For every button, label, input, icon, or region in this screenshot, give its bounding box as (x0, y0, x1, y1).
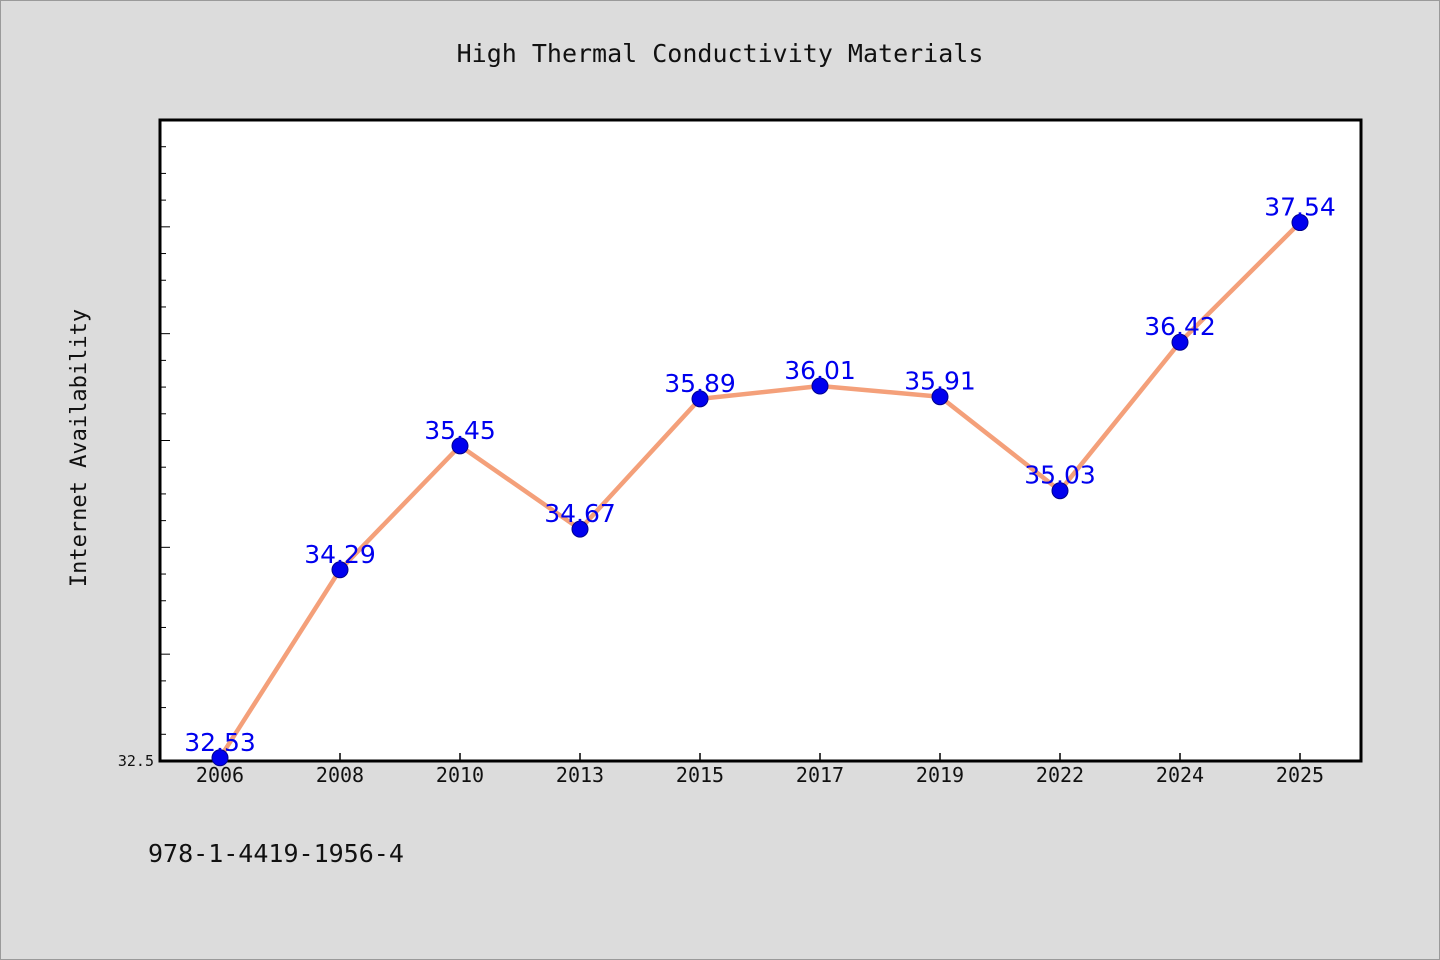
series-line (217, 220, 1303, 761)
x-tick-label: 2013 (556, 763, 604, 787)
chart-title: High Thermal Conductivity Materials (457, 39, 984, 68)
data-point (331, 561, 349, 579)
data-label: 35.89 (664, 369, 736, 398)
x-tick-label: 2017 (796, 763, 844, 787)
data-point (1051, 482, 1069, 500)
data-point (1171, 333, 1189, 351)
data-label: 34.29 (304, 540, 376, 569)
data-label: 35.45 (424, 416, 496, 445)
x-tick-label: 2015 (676, 763, 724, 787)
plot-area (158, 118, 1363, 763)
y-axis-tick-labels: 32.5 (118, 752, 154, 770)
x-tick-label: 2019 (916, 763, 964, 787)
data-point (811, 377, 829, 395)
y-tick-label: 32.5 (118, 752, 154, 770)
x-tick-label: 2006 (196, 763, 244, 787)
y-axis-minor-ticks (160, 146, 170, 735)
data-label: 34.67 (544, 499, 616, 528)
x-tick-label: 2024 (1156, 763, 1204, 787)
data-point (211, 749, 229, 767)
x-tick-label: 2022 (1036, 763, 1084, 787)
data-point (931, 388, 949, 406)
data-label: 36.01 (784, 356, 856, 385)
data-label: 36.42 (1144, 312, 1216, 341)
data-point (451, 437, 469, 455)
data-label: 32.53 (184, 728, 256, 757)
data-labels: 32.53 34.29 35.45 34.67 35.89 36.01 35.91 35.03… (184, 193, 1336, 757)
series-markers (211, 214, 1309, 767)
data-label: 37.54 (1264, 193, 1336, 222)
y-axis-label: Internet Availability (67, 309, 92, 587)
data-label: 35.91 (904, 367, 976, 396)
x-tick-label: 2025 (1276, 763, 1324, 787)
x-tick-label: 2010 (436, 763, 484, 787)
footer-isbn: 978-1-4419-1956-4 (148, 839, 404, 868)
data-point (571, 520, 589, 538)
x-axis-tick-labels: 2006 2008 2010 2013 2015 2017 2019 2022 2024 2025 (196, 763, 1324, 787)
x-tick-label: 2008 (316, 763, 364, 787)
data-label: 35.03 (1024, 461, 1096, 490)
series-line-group (217, 220, 1303, 761)
data-point (691, 390, 709, 408)
data-point (1291, 214, 1309, 232)
